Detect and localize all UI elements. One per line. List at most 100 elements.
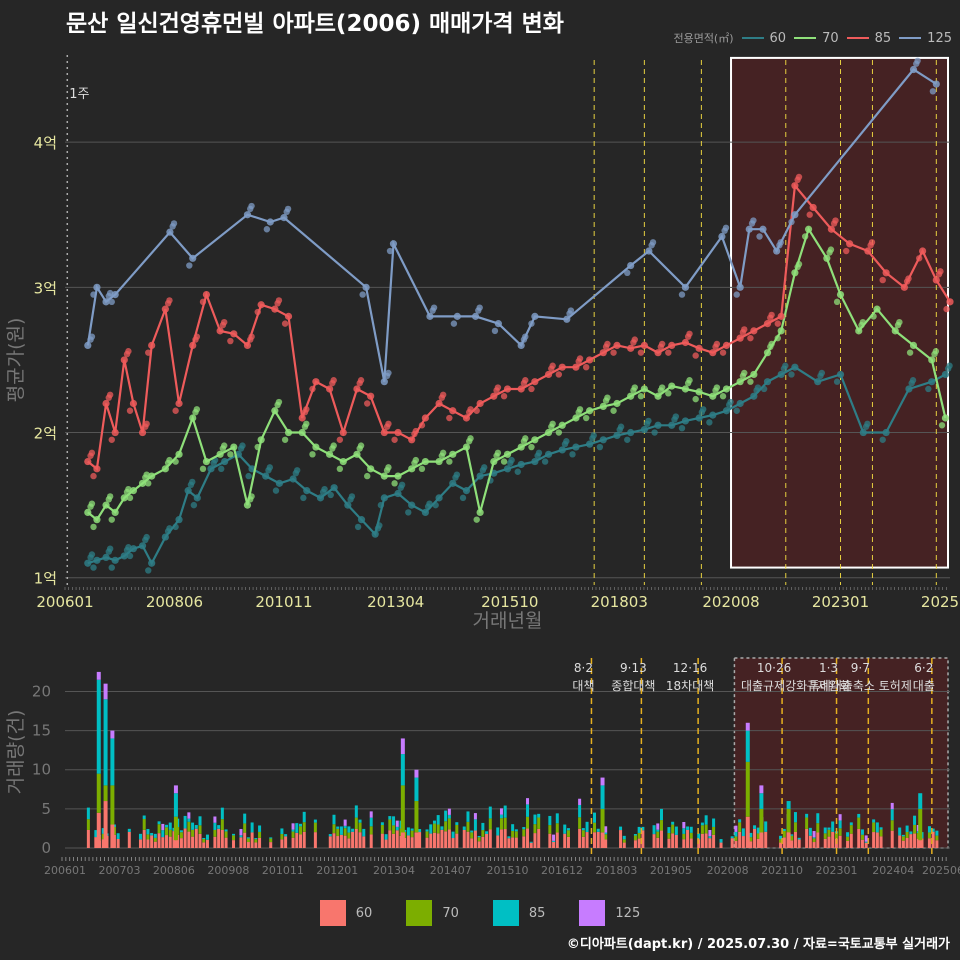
scatter-point-70 — [637, 393, 645, 400]
volume-bar-85 — [593, 812, 597, 823]
data-point-85 — [435, 399, 443, 408]
volume-bar-70 — [198, 825, 202, 834]
bar-y-tick-label: 10 — [32, 761, 51, 779]
volume-bar-125 — [682, 821, 686, 829]
data-point-60 — [462, 487, 471, 495]
volume-bar-70 — [280, 834, 284, 840]
volume-bar-70 — [918, 808, 923, 841]
data-point-70 — [462, 443, 471, 451]
volume-bar-85 — [782, 828, 786, 831]
volume-bar-60 — [555, 832, 559, 848]
volume-bar-85 — [481, 822, 485, 831]
event-label: 규제완화 — [806, 679, 850, 693]
bar-legend-item-60: 60 — [319, 900, 373, 926]
volume-bar-60 — [511, 837, 515, 848]
scatter-point-125 — [913, 60, 920, 67]
scatter-point-70 — [582, 414, 590, 422]
scatter-point-125 — [450, 320, 458, 327]
volume-bar-85 — [392, 816, 396, 826]
volume-bar-60 — [931, 831, 935, 848]
volume-bar-85 — [581, 828, 585, 831]
volume-bar-60 — [838, 835, 842, 848]
scatter-point-60 — [541, 458, 549, 465]
scatter-point-70 — [90, 523, 97, 531]
volume-bar-60 — [313, 832, 317, 848]
volume-bar-85 — [369, 817, 373, 827]
volume-bar-85 — [548, 815, 552, 826]
volume-bar-60 — [217, 828, 221, 848]
volume-bar-60 — [150, 835, 154, 848]
data-point-125 — [759, 225, 767, 233]
data-point-85 — [93, 465, 101, 473]
data-point-125 — [531, 312, 539, 320]
data-point-85 — [408, 436, 416, 444]
volume-bar-85 — [857, 813, 861, 818]
volume-bar-60 — [269, 842, 273, 848]
data-point-85 — [517, 385, 525, 393]
volume-bar-70 — [593, 822, 597, 833]
volume-bar-60 — [905, 837, 909, 848]
data-point-70 — [804, 225, 813, 233]
legend-line-60 — [741, 37, 764, 39]
scatter-point-60 — [126, 552, 134, 560]
bar-x-tick-label: 201510 — [487, 864, 529, 877]
volume-bar-70 — [358, 822, 362, 833]
scatter-point-85 — [493, 387, 500, 394]
x-tick-label: 202008 — [702, 593, 759, 611]
scatter-point-85 — [637, 349, 645, 356]
volume-bar-70 — [738, 822, 742, 832]
volume-bar-85 — [738, 819, 742, 823]
data-point-85 — [129, 399, 138, 408]
scatter-point-85 — [199, 298, 207, 306]
volume-bar-125 — [110, 730, 115, 739]
volume-bar-85 — [927, 826, 931, 833]
data-point-60 — [221, 457, 229, 466]
volume-bar-85 — [686, 826, 690, 830]
volume-bar-85 — [187, 818, 191, 822]
volume-bar-70 — [905, 831, 909, 838]
volume-bar-85 — [808, 827, 812, 836]
data-point-70 — [558, 421, 566, 429]
volume-bar-70 — [782, 830, 786, 838]
bar-legend-label-60: 60 — [355, 905, 373, 921]
volume-bar-60 — [388, 830, 392, 848]
volume-bar-85 — [354, 805, 358, 818]
bar-legend-label-70: 70 — [442, 905, 459, 921]
volume-bar-70 — [759, 808, 764, 833]
bar-x-tick-label: 200908 — [207, 864, 249, 877]
volume-bar-125 — [734, 825, 738, 832]
bar-x-tick-label: 201201 — [316, 864, 358, 877]
y-axis-title: 평균가(원) — [5, 318, 27, 403]
scatter-point-60 — [561, 440, 569, 448]
volume-bar-60 — [831, 831, 835, 848]
volume-bar-60 — [473, 830, 477, 848]
scatter-point-60 — [651, 429, 658, 436]
data-point-60 — [275, 479, 284, 487]
volume-bar-85 — [414, 777, 419, 802]
data-point-85 — [827, 225, 835, 233]
scatter-point-125 — [90, 291, 97, 298]
volume-bar-125 — [600, 777, 605, 786]
scatter-point-85 — [336, 436, 344, 443]
volume-bar-85 — [410, 828, 414, 831]
volume-bar-60 — [400, 832, 405, 848]
volume-bar-60 — [712, 834, 716, 848]
volume-bar-60 — [496, 835, 500, 848]
data-point-60 — [175, 516, 183, 524]
data-point-60 — [476, 472, 484, 480]
volume-bar-85 — [659, 808, 663, 821]
volume-bar-125 — [526, 798, 530, 805]
volume-bar-85 — [313, 819, 317, 823]
event-label: 종합대책 — [611, 678, 655, 693]
volume-bar-60 — [797, 839, 801, 848]
volume-bar-85 — [425, 829, 429, 832]
data-point-60 — [544, 450, 553, 458]
scatter-point-60 — [944, 365, 952, 372]
volume-bar-70 — [246, 838, 250, 843]
data-point-85 — [864, 247, 872, 255]
scatter-point-70 — [657, 387, 664, 394]
volume-bar-60 — [879, 836, 883, 848]
volume-bar-60 — [395, 830, 399, 848]
volume-bar-60 — [220, 829, 224, 848]
volume-bar-60 — [689, 838, 693, 848]
